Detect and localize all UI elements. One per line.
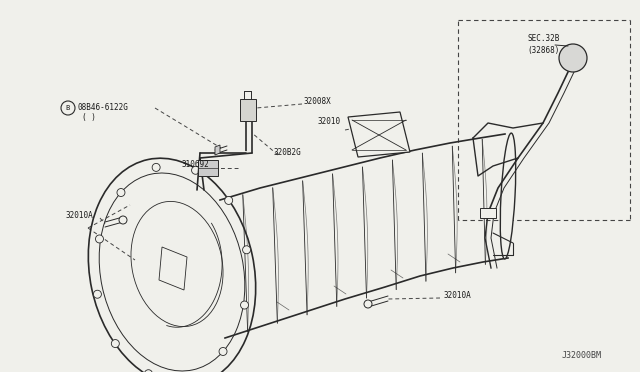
Text: 310692: 310692	[182, 160, 210, 169]
Text: (32868): (32868)	[527, 45, 559, 55]
Circle shape	[111, 340, 119, 347]
Ellipse shape	[500, 133, 516, 259]
Circle shape	[559, 44, 587, 72]
Circle shape	[243, 246, 251, 254]
Polygon shape	[215, 145, 220, 155]
Text: J32000BM: J32000BM	[562, 350, 602, 359]
Circle shape	[93, 290, 101, 298]
Circle shape	[219, 347, 227, 356]
Circle shape	[95, 235, 104, 243]
Circle shape	[364, 300, 372, 308]
Circle shape	[152, 163, 160, 171]
Circle shape	[117, 189, 125, 196]
Text: 32008X: 32008X	[303, 96, 331, 106]
Circle shape	[225, 196, 233, 205]
Text: SEC.32B: SEC.32B	[527, 33, 559, 42]
Circle shape	[119, 216, 127, 224]
Circle shape	[191, 166, 200, 174]
Bar	[198, 160, 218, 176]
Polygon shape	[348, 112, 410, 157]
Text: 08B46-6122G: 08B46-6122G	[77, 103, 128, 112]
Text: ( ): ( )	[82, 112, 96, 122]
Bar	[480, 208, 496, 218]
Text: 32010A: 32010A	[443, 291, 471, 299]
Text: B: B	[66, 105, 70, 111]
Bar	[240, 99, 256, 121]
Text: 32010: 32010	[318, 116, 341, 125]
Text: 320B2G: 320B2G	[273, 148, 301, 157]
Circle shape	[145, 370, 152, 372]
Text: 32010A: 32010A	[65, 211, 93, 219]
Circle shape	[241, 301, 248, 309]
